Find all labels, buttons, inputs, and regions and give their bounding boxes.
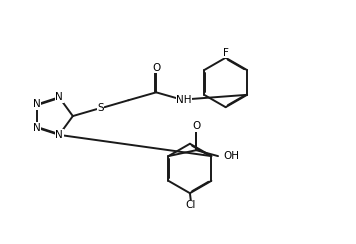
- Text: N: N: [33, 100, 41, 110]
- Text: Cl: Cl: [186, 200, 196, 210]
- Text: F: F: [223, 48, 229, 58]
- Text: O: O: [152, 63, 160, 73]
- Text: OH: OH: [223, 151, 239, 161]
- Text: N: N: [33, 123, 41, 133]
- Text: N: N: [55, 92, 63, 102]
- Text: S: S: [97, 103, 104, 113]
- Text: N: N: [55, 130, 63, 140]
- Text: NH: NH: [176, 95, 192, 105]
- Text: O: O: [192, 122, 200, 132]
